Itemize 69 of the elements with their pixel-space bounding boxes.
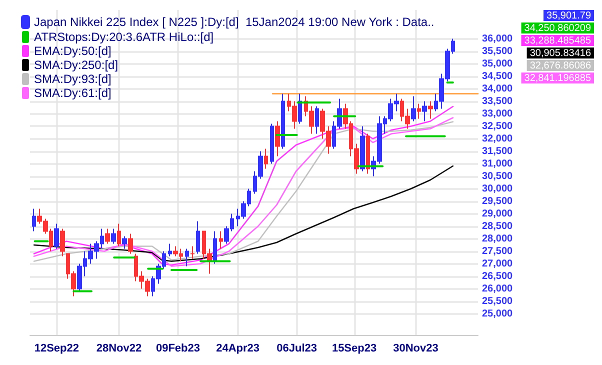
candlestick [213,230,217,264]
candlestick [411,96,416,122]
legend-label: SMA:Dy:93:[d] [34,72,112,86]
candlestick [417,103,421,120]
x-tick-label: 30Nov23 [393,342,438,354]
line-series [33,165,454,262]
y-tick-label: 26,500 [482,270,514,282]
x-tick-label: 06Jul23 [276,342,318,354]
text: 33,288.485485 [524,36,592,46]
x-tick-label: 24Apr23 [216,342,260,354]
text: 32,841.196885 [524,73,592,84]
y-tick-label: 35,500 [482,46,514,57]
legend-label: SMA:Dy:250:[d] [34,58,118,72]
text: 35,901.79 [546,10,592,22]
candlestick [315,106,319,134]
candlestick [281,93,285,150]
y-tick-label: 36,000 [482,33,514,44]
x-tick-label: 09Feb23 [156,342,200,354]
text: 30,905.83416 [530,48,592,59]
y-tick-label: 27,500 [482,246,514,257]
x-tick-label: 12Sep22 [34,342,80,354]
y-tick-label: 34,000 [482,83,514,94]
candlestick [264,148,268,170]
y-tick-label: 34,500 [482,70,514,82]
candlestick [185,248,189,267]
y-tick-label: 28,500 [482,220,514,232]
y-tick-label: 31,500 [482,146,514,157]
candlestick [111,228,116,244]
candlestick [54,223,59,250]
candlestick [32,208,36,232]
candlestick [128,233,133,254]
candlestick [270,123,274,164]
y-tick-label: 25,000 [482,308,514,320]
y-tick-label: 30,500 [482,170,514,182]
y-tick-label: 30,000 [482,183,514,194]
y-tick-label: 33,000 [482,108,514,120]
candlestick [428,100,433,120]
candlestick [117,223,121,247]
candlestick [360,126,365,172]
candlestick [168,243,172,257]
candlestick [298,93,302,124]
candlestick [422,100,427,122]
y-tick-label: 28,000 [482,233,514,244]
y-tick-label: 32,500 [482,120,514,132]
y-tick-label: 31,000 [482,158,514,170]
candlestick [366,133,370,174]
x-tick-label: 15Sep23 [332,342,377,354]
y-tick-label: 32,000 [482,133,514,144]
x-tick-label: 28Nov22 [96,342,142,354]
text: 34,250.860209 [524,23,592,34]
legend-label: ATRStops:Dy:20:3.6ATR HiLo::[d] [34,30,214,44]
legend-label: SMA:Dy:61:[d] [34,86,112,100]
candlestick [122,236,127,250]
legend-label: EMA:Dy:50:[d] [34,44,112,58]
y-tick-label: 27,000 [482,258,514,270]
candlestick [60,228,65,257]
candlestick [275,120,280,157]
candlestick [190,246,195,260]
candlestick [105,228,110,244]
y-tick-label: 33,500 [482,96,514,107]
legend-label: Japan Nikkei 225 Index [ N225 ]:Dy:[d] 15Jan2024 19:00 New York : Data.. [34,15,434,29]
y-tick-label: 29,500 [482,196,514,207]
y-tick-label: 35,000 [482,58,514,70]
text: 32,676.86086 [530,60,592,72]
y-tick-label: 25,500 [482,296,514,307]
candlestick [196,220,200,254]
y-tick-label: 26,000 [482,283,514,294]
candlestick [219,230,223,250]
y-tick-label: 29,000 [482,208,514,220]
